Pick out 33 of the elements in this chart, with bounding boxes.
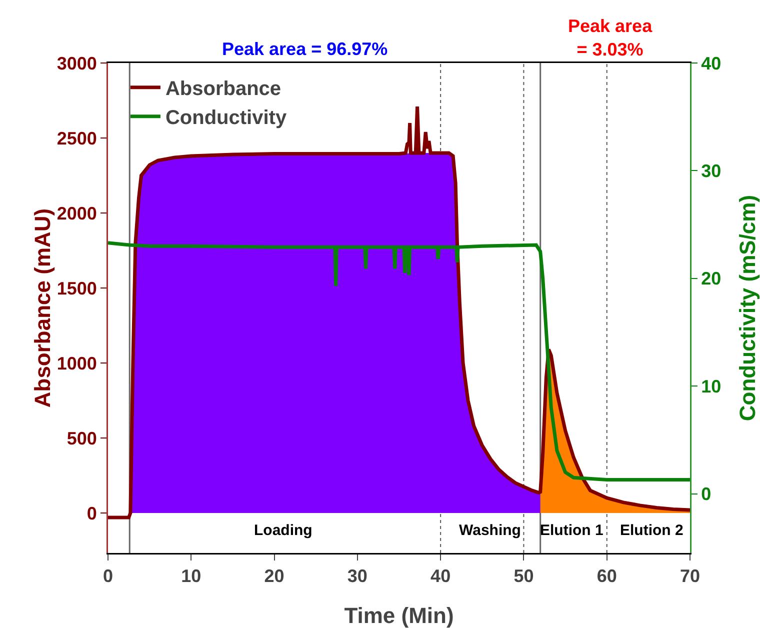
annotation: Washing bbox=[459, 522, 521, 539]
line-series bbox=[108, 241, 690, 482]
y-tick-label: 0 bbox=[86, 503, 97, 524]
text: Peak area = 3.03% bbox=[568, 16, 654, 60]
y-tick-label: 1500 bbox=[56, 278, 97, 298]
y-tick-label: 2000 bbox=[56, 203, 97, 224]
y2-tick-label: 0 bbox=[701, 484, 712, 504]
x-tick-label: 40 bbox=[430, 566, 451, 586]
annotation: Loading bbox=[254, 522, 312, 539]
x-tick-label: 60 bbox=[596, 566, 617, 586]
x-tick-label: 0 bbox=[102, 566, 114, 586]
y2-tick-label: 40 bbox=[701, 53, 722, 74]
x-tick-label: 20 bbox=[264, 566, 284, 586]
line-series bbox=[108, 104, 690, 520]
y-tick-label: 1000 bbox=[56, 353, 97, 374]
x-tick-label: 10 bbox=[181, 566, 202, 586]
x-tick-label: 70 bbox=[680, 566, 700, 586]
y2-axis-title: Conductivity (mS/cm) bbox=[735, 194, 760, 422]
y2-tick-label: 20 bbox=[701, 268, 722, 289]
y-axis-title: Absorbance (mAU) bbox=[30, 208, 55, 408]
y2-tick-label: 10 bbox=[701, 376, 722, 396]
annotation: Elution 1 bbox=[540, 522, 604, 539]
legend-label: Conductivity bbox=[165, 107, 288, 130]
legend-label: Absorbance bbox=[165, 78, 282, 100]
y2-tick-label: 30 bbox=[701, 160, 722, 181]
x-tick-label: 30 bbox=[347, 566, 368, 586]
x-axis-title: Time (Min) bbox=[344, 603, 454, 628]
text: Peak area = 96.97% bbox=[222, 39, 388, 59]
x-tick-label: 50 bbox=[514, 566, 534, 586]
annotation: Elution 2 bbox=[620, 522, 684, 539]
y-tick-label: 500 bbox=[66, 428, 97, 448]
y-tick-label: 3000 bbox=[56, 53, 97, 74]
y-tick-label: 2500 bbox=[56, 128, 97, 148]
